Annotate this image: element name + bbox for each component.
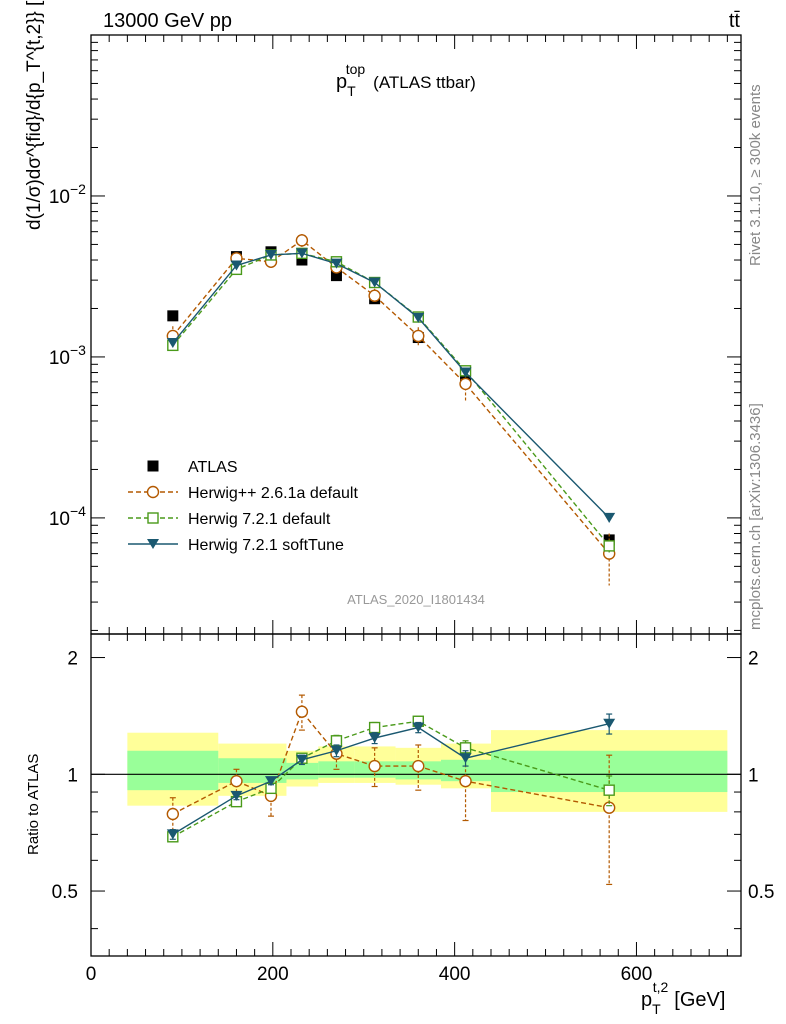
ratio-line-herwig-7-2-1-default bbox=[172, 720, 610, 838]
main-point-atlas bbox=[167, 310, 179, 322]
legend-label-herwig-7-2-1-softtune: Herwig 7.2.1 softTune bbox=[188, 537, 344, 554]
ratio-point-herwig-7-2-1-default bbox=[368, 721, 381, 734]
main-y-tick-label: 10 bbox=[49, 509, 70, 530]
ratio-point-herwig-2-6-1a-default bbox=[166, 807, 180, 821]
legend-marker-herwig-7-2-1-softtune bbox=[147, 539, 159, 549]
main-point-atlas bbox=[330, 270, 342, 282]
ratio-point-herwig-7-2-1-softtune bbox=[603, 718, 616, 729]
ratio-uncertainty-bands bbox=[127, 730, 728, 812]
rivet-version-label: Rivet 3.1.10, ≥ 300k events bbox=[747, 84, 764, 266]
main-point-herwig-2-6-1a-default bbox=[459, 377, 472, 391]
ratio-point-herwig-7-2-1-softtune bbox=[265, 776, 277, 787]
ratio-band-inner bbox=[218, 758, 287, 783]
main-title-sub: T bbox=[347, 83, 356, 99]
x-tick-label: 0 bbox=[86, 964, 97, 985]
main-point-herwig-7-2-1-softtune bbox=[412, 312, 425, 323]
ratio-band-inner bbox=[286, 762, 319, 780]
ratio-y-tick-label-right: 2 bbox=[748, 649, 759, 670]
ratio-frame bbox=[90, 633, 742, 957]
legend-label-herwig-7-2-1-default: Herwig 7.2.1 default bbox=[188, 511, 331, 528]
main-line-herwig-7-2-1-softtune bbox=[172, 252, 610, 519]
ratio-ylabel: Ratio to ATLAS bbox=[25, 754, 42, 855]
header-energy-label: 13000 GeV pp bbox=[103, 10, 232, 32]
main-panel bbox=[166, 234, 616, 586]
main-point-atlas bbox=[296, 254, 308, 266]
ratio-point-herwig-2-6-1a-default bbox=[368, 759, 381, 773]
main-title-rest: (ATLAS ttbar) bbox=[373, 73, 476, 92]
ratio-point-herwig-7-2-1-default bbox=[603, 784, 615, 796]
main-point-herwig-7-2-1-softtune bbox=[295, 248, 308, 259]
main-y-tick-exponent: −2 bbox=[70, 181, 86, 197]
main-point-herwig-2-6-1a-default bbox=[412, 329, 425, 343]
legend-label-atlas: ATLAS bbox=[188, 459, 238, 476]
main-point-herwig-7-2-1-softtune bbox=[330, 258, 343, 269]
legend-item-atlas: ATLAS bbox=[147, 459, 238, 476]
x-axis-label-sub: T bbox=[652, 1001, 661, 1017]
ratio-point-herwig-2-6-1a-default bbox=[230, 774, 243, 788]
analysis-watermark: ATLAS_2020_I1801434 bbox=[347, 592, 485, 607]
ratio-point-herwig-7-2-1-softtune bbox=[230, 790, 243, 801]
ratio-y-tick-label-left: 2 bbox=[67, 649, 78, 670]
main-point-herwig-2-6-1a-default bbox=[368, 289, 381, 302]
x-tick-label: 600 bbox=[621, 964, 653, 985]
main-point-herwig-7-2-1-softtune bbox=[230, 260, 243, 271]
ratio-point-herwig-7-2-1-softtune bbox=[330, 745, 343, 756]
ratio-band-inner bbox=[127, 750, 219, 791]
ratio-y-tick-label-right: 1 bbox=[748, 765, 759, 786]
ratio-y-tick-label-left: 1 bbox=[67, 765, 78, 786]
main-ylabel: d(1/σ)dσ^{fid}/d{p_T^{t,2}} [1/GeV] bbox=[24, 0, 45, 230]
ratio-point-herwig-7-2-1-softtune bbox=[166, 829, 179, 840]
ratio-series-herwig-7-2-1-softtune bbox=[166, 713, 616, 840]
main-point-herwig-7-2-1-softtune bbox=[368, 277, 381, 288]
x-axis-label-base: p bbox=[641, 989, 652, 1011]
main-line-herwig-7-2-1-default bbox=[172, 252, 610, 547]
header-process-label: tt̄ bbox=[729, 10, 741, 32]
ratio-point-herwig-7-2-1-softtune bbox=[295, 754, 308, 765]
legend-item-herwig-7-2-1-default: Herwig 7.2.1 default bbox=[128, 511, 331, 528]
ratio-y-tick-label-right: 0.5 bbox=[748, 882, 774, 903]
ratio-panel bbox=[91, 694, 741, 886]
legend-marker-atlas bbox=[147, 460, 159, 472]
legend-marker-herwig-2-6-1a-default bbox=[146, 485, 160, 499]
main-y-tick-label: 10 bbox=[49, 187, 70, 208]
legend-marker-herwig-7-2-1-default bbox=[147, 512, 159, 524]
ratio-line-herwig-2-6-1a-default bbox=[172, 710, 610, 815]
main-point-herwig-7-2-1-softtune bbox=[265, 249, 277, 260]
main-title-base: p bbox=[336, 71, 347, 93]
ratio-point-herwig-2-6-1a-default bbox=[459, 774, 472, 788]
ratio-point-herwig-7-2-1-softtune bbox=[459, 753, 472, 764]
ratio-point-herwig-2-6-1a-default bbox=[412, 759, 425, 773]
main-point-herwig-7-2-1-softtune bbox=[459, 367, 472, 378]
x-axis-label: pTt,2 [GeV] bbox=[641, 979, 725, 1017]
main-series-herwig-7-2-1-softtune bbox=[166, 248, 616, 523]
ratio-point-herwig-2-6-1a-default bbox=[295, 705, 309, 718]
x-axis-label-sup: t,2 bbox=[653, 979, 669, 995]
x-axis-label-unit: [GeV] bbox=[674, 989, 725, 1011]
main-point-herwig-2-6-1a-default bbox=[295, 234, 309, 247]
legend: ATLAS Herwig++ 2.6.1a default Herwig 7.2.1… bbox=[128, 459, 358, 554]
main-title: pTtop (ATLAS ttbar) bbox=[336, 61, 476, 99]
main-y-tick-label: 10 bbox=[49, 348, 70, 369]
ratio-point-herwig-7-2-1-softtune bbox=[412, 722, 425, 733]
main-y-tick-exponent: −3 bbox=[70, 342, 86, 358]
x-tick-label: 400 bbox=[439, 964, 471, 985]
main-series-herwig-7-2-1-default bbox=[167, 247, 615, 553]
main-line-herwig-2-6-1a-default bbox=[172, 239, 610, 555]
mcplots-label: mcplots.cern.ch [arXiv:1306.3436] bbox=[747, 403, 764, 630]
main-y-tick-exponent: −4 bbox=[70, 503, 86, 519]
legend-item-herwig-2-6-1a-default: Herwig++ 2.6.1a default bbox=[128, 485, 358, 502]
ratio-point-herwig-7-2-1-softtune bbox=[368, 733, 381, 744]
main-point-herwig-7-2-1-softtune bbox=[603, 512, 616, 523]
ratio-point-herwig-7-2-1-default bbox=[330, 735, 343, 747]
main-title-sup: top bbox=[346, 61, 366, 77]
legend-item-herwig-7-2-1-softtune: Herwig 7.2.1 softTune bbox=[128, 537, 344, 554]
main-point-herwig-7-2-1-softtune bbox=[166, 338, 179, 349]
main-series-herwig-2-6-1a-default bbox=[166, 234, 616, 586]
x-tick-label: 200 bbox=[257, 964, 289, 985]
main-point-herwig-7-2-1-default bbox=[603, 540, 615, 552]
legend-label-herwig-2-6-1a-default: Herwig++ 2.6.1a default bbox=[188, 485, 358, 502]
ratio-y-tick-label-left: 0.5 bbox=[52, 882, 78, 903]
